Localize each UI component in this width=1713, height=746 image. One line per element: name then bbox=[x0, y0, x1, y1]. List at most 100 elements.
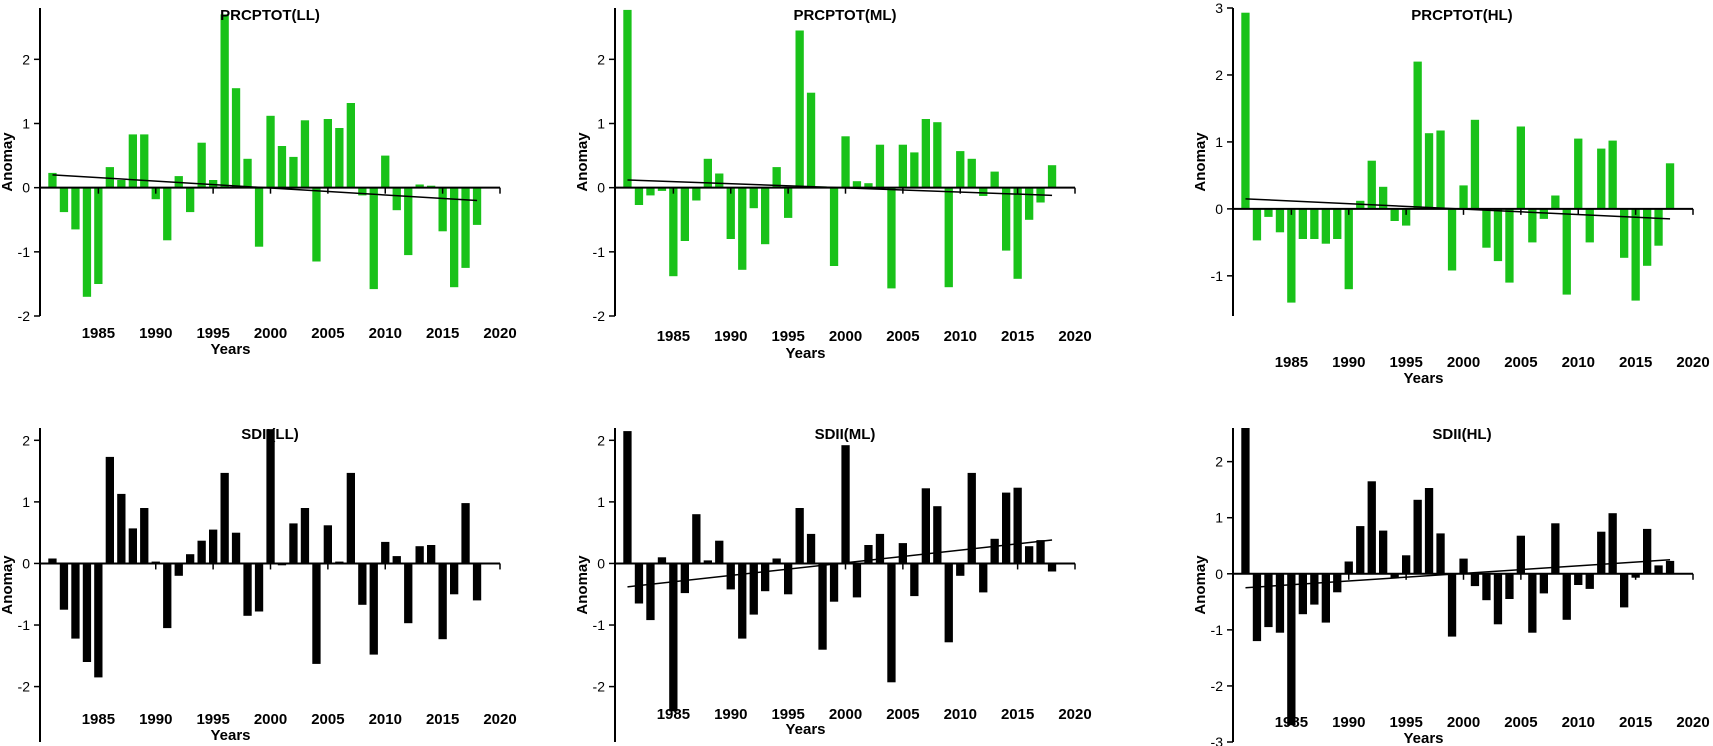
bar-1988 bbox=[1321, 208, 1330, 244]
bar-1987 bbox=[692, 514, 701, 564]
y-axis-label: Anomay bbox=[1192, 555, 1209, 615]
bar-2011 bbox=[1585, 208, 1594, 243]
bar-2009 bbox=[944, 563, 953, 643]
bar-2009 bbox=[369, 187, 378, 290]
x-tick-label: 2000 bbox=[1447, 354, 1480, 371]
trend-line bbox=[1245, 198, 1671, 220]
bar-2012 bbox=[1597, 148, 1606, 209]
chart-title: PRCPTOT(LL) bbox=[220, 7, 320, 24]
bar-2004 bbox=[1505, 208, 1514, 283]
x-tick-label: 1995 bbox=[771, 706, 804, 723]
y-axis-label: Anomay bbox=[0, 132, 16, 192]
chart-title: SDII(HL) bbox=[1432, 426, 1491, 443]
bar-2005 bbox=[898, 543, 907, 564]
bar-2009 bbox=[369, 563, 378, 655]
bar-1989 bbox=[715, 540, 724, 564]
bar-2015 bbox=[1013, 187, 1022, 279]
bar-1985 bbox=[94, 187, 103, 284]
bar-2004 bbox=[312, 187, 321, 262]
bar-1992 bbox=[174, 563, 183, 576]
x-tick-label: 2010 bbox=[369, 711, 402, 728]
chart-title: PRCPTOT(HL) bbox=[1411, 7, 1512, 24]
bar-2018 bbox=[1665, 560, 1675, 574]
bar-2018 bbox=[1047, 563, 1057, 572]
x-axis-label: Years bbox=[785, 721, 825, 738]
bar-1983 bbox=[1264, 573, 1273, 628]
trend-line bbox=[627, 179, 1053, 197]
chart-panel-4: -2 -1 0 1 2 1985 1990 1995 2000 2005 2010 2015 2020 S… bbox=[0, 426, 517, 744]
x-tick-label: 2015 bbox=[1001, 706, 1034, 723]
x-tick-label: 1990 bbox=[714, 328, 747, 345]
bar-2008 bbox=[1551, 523, 1560, 574]
bar-1995 bbox=[784, 563, 793, 595]
bar-2005 bbox=[323, 119, 332, 188]
bar-2007 bbox=[346, 472, 355, 564]
chart-panel-5: -2 -1 0 1 2 1985 1990 1995 2000 2005 2010 2015 2020 S… bbox=[574, 426, 1092, 742]
bar-1987 bbox=[117, 180, 126, 188]
bar-2011 bbox=[392, 187, 401, 211]
bar-2015 bbox=[1013, 487, 1022, 564]
y-tick-label: 0 bbox=[1215, 201, 1223, 217]
bar-2016 bbox=[1025, 546, 1034, 564]
bar-1996 bbox=[795, 30, 804, 188]
bar-1999 bbox=[254, 563, 264, 612]
bar-1994 bbox=[772, 167, 781, 188]
bar-1992 bbox=[749, 187, 758, 209]
bar-1987 bbox=[117, 493, 126, 564]
bar-1993 bbox=[1379, 530, 1388, 574]
trend-line bbox=[627, 539, 1053, 588]
y-tick-label: 2 bbox=[597, 432, 605, 448]
bar-2002 bbox=[1482, 573, 1491, 601]
bar-1981 bbox=[1241, 428, 1250, 574]
bar-2007 bbox=[921, 119, 930, 188]
bar-2000 bbox=[841, 136, 850, 188]
bar-1982 bbox=[59, 563, 69, 610]
bar-2010 bbox=[1574, 138, 1583, 209]
bar-1981 bbox=[48, 558, 57, 564]
x-tick-label: 2000 bbox=[254, 711, 287, 728]
x-tick-label: 1985 bbox=[1275, 354, 1308, 371]
bar-2001 bbox=[1470, 573, 1480, 587]
x-tick-label: 1990 bbox=[1332, 714, 1365, 731]
x-tick-label: 1995 bbox=[196, 711, 229, 728]
bar-1999 bbox=[829, 563, 839, 602]
x-tick-label: 2020 bbox=[1676, 714, 1709, 731]
y-tick-label: 3 bbox=[1215, 0, 1223, 16]
x-tick-label: 2005 bbox=[311, 325, 344, 342]
bar-1989 bbox=[140, 134, 149, 188]
bar-2018 bbox=[1665, 163, 1675, 209]
bar-1995 bbox=[209, 529, 218, 564]
bar-1994 bbox=[772, 558, 781, 564]
bar-1982 bbox=[634, 563, 644, 604]
bar-1998 bbox=[818, 563, 827, 650]
bar-2000 bbox=[841, 445, 850, 564]
bar-2014 bbox=[1002, 187, 1011, 251]
bar-1984 bbox=[82, 187, 92, 297]
bar-2017 bbox=[1654, 208, 1663, 246]
y-axis-label: Anomay bbox=[0, 555, 16, 615]
bar-1994 bbox=[197, 540, 206, 564]
x-tick-label: 2015 bbox=[1619, 354, 1652, 371]
x-tick-label: 1990 bbox=[714, 706, 747, 723]
x-tick-label: 2020 bbox=[1058, 328, 1091, 345]
bar-1999 bbox=[1447, 208, 1457, 271]
y-tick-label: 1 bbox=[1215, 134, 1223, 150]
x-tick-label: 1985 bbox=[657, 328, 690, 345]
x-tick-label: 2020 bbox=[1058, 706, 1091, 723]
bar-2008 bbox=[1551, 195, 1560, 209]
y-tick-label: 1 bbox=[597, 116, 605, 132]
bar-1996 bbox=[795, 508, 804, 564]
bar-1989 bbox=[715, 173, 724, 188]
y-tick-label: -2 bbox=[593, 679, 606, 695]
x-tick-label: 2005 bbox=[311, 711, 344, 728]
y-tick-label: 1 bbox=[1215, 510, 1223, 526]
chart-panel-2: -2 -1 0 1 2 1985 1990 1995 2000 2005 2010 2015 2020 P… bbox=[574, 7, 1092, 362]
bar-1996 bbox=[220, 14, 229, 188]
y-tick-label: -1 bbox=[1211, 622, 1224, 638]
bar-2015 bbox=[438, 187, 447, 232]
y-axis-label: Anomay bbox=[1192, 132, 1209, 192]
trend-line bbox=[52, 174, 478, 202]
bar-2001 bbox=[852, 563, 862, 598]
bar-1991 bbox=[738, 187, 747, 270]
